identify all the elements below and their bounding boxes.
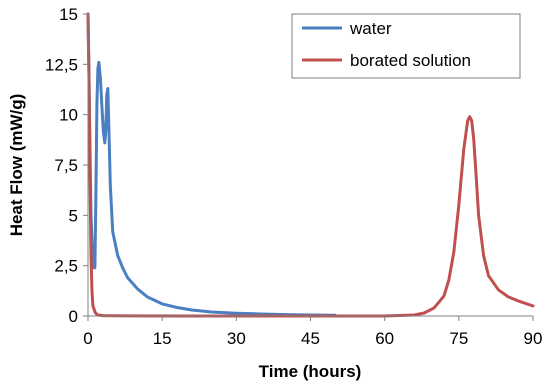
x-tick-label: 15 [153,329,172,348]
x-tick-label: 90 [524,329,543,348]
x-tick-label: 45 [301,329,320,348]
legend: water borated solution [291,13,521,79]
y-tick-label: 5 [69,206,78,225]
series-line-borated-solution [86,12,535,318]
x-tick-label: 30 [227,329,246,348]
y-tick-label: 12,5 [45,55,78,74]
plot-area [86,12,535,318]
x-axis-title: Time (hours) [259,362,362,381]
legend-label-borated-solution: borated solution [350,51,471,70]
y-tick-label: 15 [59,5,78,24]
series-line-water [86,12,337,317]
x-tick-label: 0 [83,329,92,348]
legend-label-water: water [349,19,392,38]
x-tick-label: 75 [449,329,468,348]
y-axis-ticks: 0 2,5 5 7,5 10 12,5 15 [45,5,88,326]
y-tick-label: 2,5 [54,257,78,276]
x-tick-label: 60 [375,329,394,348]
legend-box [291,13,521,79]
y-axis-title: Heat Flow (mW/g) [7,94,26,237]
x-axis-ticks: 0 15 30 45 60 75 90 [83,316,542,348]
y-tick-label: 10 [59,106,78,125]
y-tick-label: 0 [69,307,78,326]
y-tick-label: 7,5 [54,156,78,175]
